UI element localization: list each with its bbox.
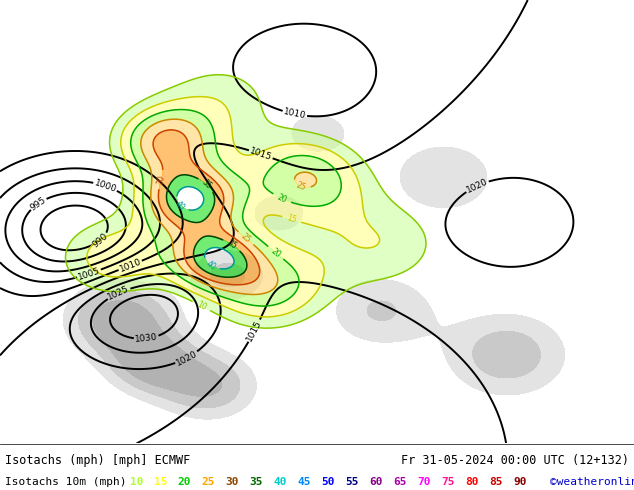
Text: 25: 25	[240, 232, 252, 245]
Text: 90: 90	[513, 477, 527, 487]
Text: 30: 30	[226, 477, 239, 487]
Text: Isotachs 10m (mph): Isotachs 10m (mph)	[5, 477, 127, 487]
Text: 20: 20	[276, 193, 288, 205]
Text: 45: 45	[297, 477, 311, 487]
Text: 35: 35	[226, 238, 238, 251]
Text: 50: 50	[321, 477, 335, 487]
Text: 70: 70	[417, 477, 430, 487]
Text: 85: 85	[489, 477, 503, 487]
Text: 20: 20	[269, 246, 282, 259]
Text: Fr 31-05-2024 00:00 UTC (12+132): Fr 31-05-2024 00:00 UTC (12+132)	[401, 454, 629, 466]
Text: 40: 40	[204, 259, 217, 272]
Text: 30: 30	[155, 174, 167, 185]
Text: 1020: 1020	[174, 348, 199, 368]
Text: 35: 35	[249, 477, 263, 487]
Text: 1010: 1010	[118, 257, 143, 274]
Text: 1015: 1015	[249, 146, 273, 162]
Text: 80: 80	[465, 477, 479, 487]
Text: Isotachs (mph) [mph] ECMWF: Isotachs (mph) [mph] ECMWF	[5, 454, 190, 466]
Text: 1005: 1005	[77, 266, 101, 282]
Text: 995: 995	[29, 195, 48, 212]
Text: 65: 65	[393, 477, 407, 487]
Text: 1010: 1010	[283, 107, 307, 121]
Text: 1020: 1020	[465, 177, 489, 195]
Text: 55: 55	[346, 477, 359, 487]
Text: 1000: 1000	[93, 178, 118, 194]
Text: 40: 40	[174, 199, 187, 212]
Text: ©weatheronline.co.uk: ©weatheronline.co.uk	[550, 477, 634, 487]
Text: 990: 990	[91, 231, 110, 249]
Text: 35: 35	[200, 178, 213, 191]
Text: 10: 10	[195, 300, 208, 312]
Text: 40: 40	[273, 477, 287, 487]
Text: 1030: 1030	[134, 333, 158, 344]
Text: 15: 15	[153, 477, 167, 487]
Text: 1015: 1015	[245, 318, 264, 343]
Text: 25: 25	[202, 477, 215, 487]
Text: 15: 15	[286, 214, 297, 225]
Text: 75: 75	[441, 477, 455, 487]
Text: 20: 20	[178, 477, 191, 487]
Text: 1025: 1025	[107, 284, 131, 302]
Text: 10: 10	[129, 477, 143, 487]
Text: 60: 60	[369, 477, 383, 487]
Text: 25: 25	[295, 180, 307, 192]
